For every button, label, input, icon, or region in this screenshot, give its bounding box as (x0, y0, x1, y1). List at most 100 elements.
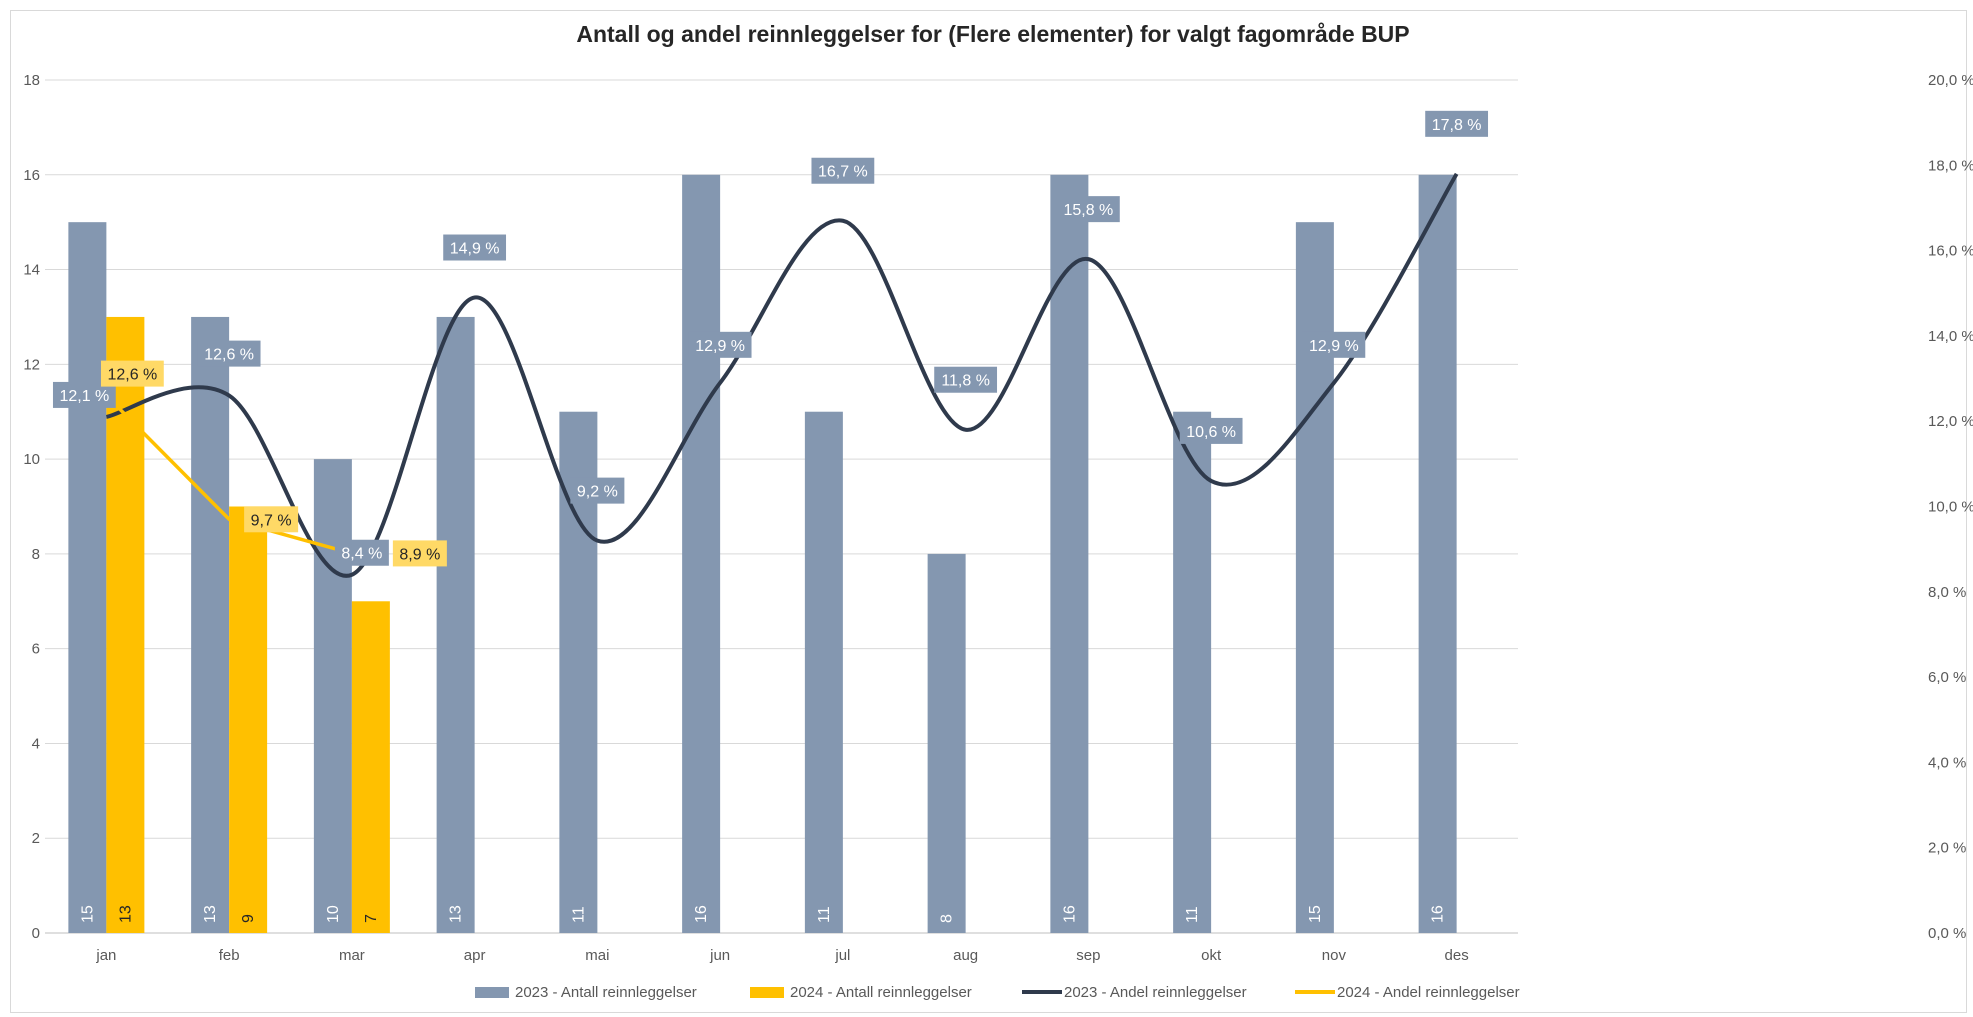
y-right-tick-label: 8,0 % (1928, 584, 1966, 601)
line-data-label: 8,9 % (399, 546, 440, 563)
y-right-tick-label: 20,0 % (1928, 72, 1973, 89)
line-data-label: 12,9 % (1309, 338, 1359, 355)
x-tick-label: mai (585, 947, 609, 964)
y-right-tick-label: 14,0 % (1928, 328, 1973, 345)
line-data-label: 8,4 % (341, 546, 382, 563)
bar-data-label: 13 (117, 905, 134, 923)
y-right-tick-label: 6,0 % (1928, 669, 1966, 686)
bar-data-label: 8 (939, 914, 956, 923)
bar (1173, 411, 1212, 933)
line-data-label: 14,9 % (450, 241, 500, 258)
line-label-box (392, 540, 447, 567)
bar-data-label: 13 (202, 905, 219, 923)
line-data-label: 12,6 % (107, 367, 157, 384)
line-data-label: 11,8 % (941, 373, 990, 390)
bar-data-label: 15 (79, 905, 96, 923)
x-tick-label: sep (1076, 947, 1100, 964)
x-tick-label: jul (834, 947, 850, 964)
legend-swatch (475, 987, 509, 998)
y-right-tick-label: 0,0 % (1928, 925, 1966, 942)
y-left-tick-label: 16 (23, 167, 40, 184)
y-left-tick-label: 2 (32, 830, 40, 847)
y-left-tick-label: 0 (32, 925, 40, 942)
bar (436, 316, 475, 933)
axes: 0 2 4 6 8 10 12 14 16 18 0,0 % 2,0 % 4,0 % 6,0 % 8,0 %… (23, 72, 1973, 964)
line-data-label: 10,6 % (1186, 424, 1236, 441)
bar-data-label: 10 (325, 905, 342, 923)
line-data-label: 12,9 % (695, 338, 745, 355)
line-data-label: 9,7 % (251, 512, 292, 529)
y-left-tick-label: 4 (32, 735, 40, 752)
bars (68, 174, 1457, 933)
bar (351, 601, 390, 933)
data-labels: 15 13 10 13 11 16 11 8 16 11 15 16 13 9 7 12,1 % 12,6 % 8… (52, 110, 1489, 923)
line-label-box (1179, 417, 1243, 444)
bar-data-label: 9 (240, 914, 257, 923)
bar (1295, 222, 1334, 933)
line-data-label: 17,8 % (1432, 117, 1482, 134)
bar-data-label: 11 (816, 906, 833, 923)
bar (927, 553, 966, 933)
line-label-box (443, 234, 507, 261)
bar (804, 411, 843, 933)
line-series-path (105, 394, 353, 556)
y-right-tick-label: 12,0 % (1928, 413, 1973, 430)
x-tick-label: nov (1322, 947, 1347, 964)
y-left-tick-label: 6 (32, 641, 40, 658)
bar (68, 222, 107, 933)
legend-swatch (750, 987, 784, 998)
bar (191, 316, 230, 933)
x-tick-label: mar (339, 947, 365, 964)
line-data-label: 15,8 % (1063, 202, 1113, 219)
legend-label: 2023 - Antall reinnleggelser (515, 984, 697, 1001)
line-label-box (1425, 110, 1489, 137)
line-label-box (244, 506, 299, 533)
line-label-box (197, 340, 261, 367)
y-left-tick-label: 12 (23, 356, 40, 373)
x-tick-label: aug (953, 947, 978, 964)
bar (1418, 174, 1457, 933)
bar-data-label: 11 (570, 906, 587, 923)
bar-data-label: 16 (1430, 905, 1447, 923)
x-tick-label: apr (464, 947, 486, 964)
line-series-path (105, 172, 1459, 578)
line-data-label: 12,1 % (59, 388, 109, 405)
legend-label: 2023 - Andel reinnleggelser (1064, 984, 1247, 1001)
bar-data-label: 16 (693, 905, 710, 923)
x-tick-label: des (1445, 947, 1469, 964)
x-tick-label: jan (95, 947, 116, 964)
bar-data-label: 7 (363, 914, 380, 923)
x-tick-label: jun (709, 947, 730, 964)
line-label-box (811, 157, 875, 184)
line-label-box (934, 366, 998, 393)
bar-data-label: 11 (1184, 906, 1201, 923)
bar (313, 459, 352, 933)
y-right-tick-label: 18,0 % (1928, 157, 1973, 174)
legend: 2023 - Antall reinnleggelser 2024 - Antal… (475, 984, 1520, 1001)
bar-data-label: 16 (1061, 905, 1078, 923)
bar (682, 174, 721, 933)
line-label-box (334, 539, 389, 566)
legend-label: 2024 - Andel reinnleggelser (1337, 984, 1520, 1001)
y-right-tick-label: 16,0 % (1928, 243, 1973, 260)
bar (229, 506, 268, 933)
x-tick-label: feb (219, 947, 240, 964)
bar-data-label: 13 (448, 905, 465, 923)
line-data-label: 9,2 % (577, 484, 618, 501)
line-data-label: 12,6 % (204, 347, 254, 364)
y-right-tick-label: 4,0 % (1928, 754, 1966, 771)
line-label-box (570, 477, 625, 504)
line-data-label: 16,7 % (818, 164, 868, 181)
y-left-tick-label: 10 (23, 451, 40, 468)
y-left-tick-label: 18 (23, 72, 40, 89)
lines (105, 172, 1459, 578)
y-left-tick-label: 14 (23, 262, 40, 279)
y-left-tick-label: 8 (32, 546, 40, 563)
y-right-tick-label: 10,0 % (1928, 499, 1973, 516)
y-right-tick-label: 2,0 % (1928, 840, 1966, 857)
bar (106, 316, 145, 933)
bar-data-label: 15 (1307, 905, 1324, 923)
x-tick-label: okt (1201, 947, 1222, 964)
chart-title: Antall og andel reinnleggelser for (Fler… (576, 21, 1409, 47)
